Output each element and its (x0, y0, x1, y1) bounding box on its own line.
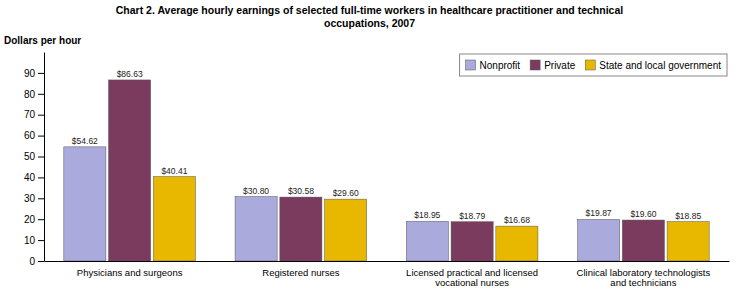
x-tick-label: Clinical laboratory technologistsand tec… (577, 267, 711, 289)
y-tick: 70 (24, 109, 44, 120)
data-label: $86.63 (117, 69, 143, 79)
y-axis: 0 10 20 30 40 50 60 70 80 90 (24, 53, 45, 267)
x-tick-label-line: Registered nurses (262, 267, 339, 278)
legend-swatch (530, 60, 540, 70)
x-tick-label: Registered nurses (262, 267, 339, 278)
data-label: $16.68 (504, 215, 530, 225)
x-tick: Clinical laboratory technologistsand tec… (577, 267, 711, 289)
title-line: Chart 2. Average hourly earnings of sele… (116, 4, 624, 16)
bar (235, 197, 277, 261)
bar-series (153, 177, 709, 261)
y-axis-title: Dollars per hour (4, 35, 81, 46)
legend-label: State and local government (599, 60, 721, 71)
bar (64, 147, 106, 261)
y-axis-line (44, 53, 45, 262)
bar-series (109, 80, 665, 261)
y-tick-mark (38, 136, 44, 137)
title-line: occupations, 2007 (324, 17, 415, 29)
y-tick-label: 40 (24, 172, 36, 183)
legend-label: Nonprofit (480, 60, 521, 71)
bar (578, 219, 620, 261)
y-tick-label: 0 (29, 256, 35, 267)
y-tick-label: 50 (24, 151, 36, 162)
y-tick-label: 90 (24, 68, 36, 79)
y-tick-label: 30 (24, 193, 36, 204)
x-axis-line (45, 261, 730, 262)
data-label: $19.60 (630, 209, 656, 219)
legend: Nonprofit Private State and local governme… (460, 54, 727, 76)
y-tick-mark (38, 198, 44, 199)
y-tick-mark (38, 219, 44, 220)
bar (280, 197, 322, 261)
legend-swatch (466, 60, 476, 70)
y-tick-label: 80 (24, 89, 36, 100)
data-labels: $54.62 $30.80 $18.95 $19.87 $86.63 $30.58 $18.… (72, 69, 702, 225)
bar (496, 226, 538, 261)
bar (406, 221, 448, 261)
data-label: $40.41 (161, 166, 187, 176)
x-tick: Registered nurses (262, 267, 339, 278)
y-tick-mark (38, 240, 44, 241)
x-tick-label-line: Clinical laboratory technologists (577, 267, 711, 278)
x-tick-label-line: and technicians (610, 277, 676, 288)
x-tick: Physicians and surgeons (77, 267, 183, 278)
y-tick: 20 (24, 214, 44, 225)
y-tick: 40 (24, 172, 44, 183)
bar (622, 220, 664, 261)
legend-item: Nonprofit (466, 60, 521, 71)
y-tick-mark (38, 94, 44, 95)
y-tick-mark (38, 177, 44, 178)
y-tick: 50 (24, 151, 44, 162)
x-tick-label: Licensed practical and licensedvocationa… (406, 267, 538, 289)
x-tick-label-line: vocational nurses (435, 277, 509, 288)
bar (451, 222, 493, 261)
x-tick-label-line: Licensed practical and licensed (406, 267, 538, 278)
legend-item: Private (530, 60, 576, 71)
x-tick: Licensed practical and licensedvocationa… (406, 267, 538, 289)
data-label: $29.60 (333, 188, 359, 198)
y-tick-label: 70 (24, 109, 36, 120)
y-tick-label: 20 (24, 214, 36, 225)
legend-frame (460, 54, 727, 76)
y-tick-mark (38, 261, 44, 262)
y-tick-label: 10 (24, 235, 36, 246)
legend-label: Private (544, 60, 576, 71)
bar (667, 222, 709, 261)
y-tick-mark (38, 157, 44, 158)
data-label: $18.79 (459, 211, 485, 221)
y-tick: 80 (24, 89, 44, 100)
y-tick: 30 (24, 193, 44, 204)
data-label: $19.87 (586, 208, 612, 218)
data-label: $30.58 (288, 186, 314, 196)
bar (325, 199, 367, 261)
chart: 0 10 20 30 40 50 60 70 80 90 Physicians and surgeo… (0, 0, 739, 299)
y-tick-mark (38, 115, 44, 116)
y-tick: 60 (24, 130, 44, 141)
data-label: $54.62 (72, 136, 98, 146)
y-tick: 0 (29, 256, 44, 267)
data-label: $30.80 (243, 186, 269, 196)
x-tick-label-line: Physicians and surgeons (77, 267, 183, 278)
x-axis: Physicians and surgeons Registered nurses… (45, 262, 730, 289)
y-tick-mark (38, 73, 44, 74)
data-label: $18.85 (675, 211, 701, 221)
legend-swatch (585, 60, 595, 70)
y-tick-label: 60 (24, 130, 36, 141)
title: Chart 2. Average hourly earnings of sele… (116, 4, 624, 29)
y-tick: 90 (24, 68, 44, 79)
y-tick: 10 (24, 235, 44, 246)
x-tick-label: Physicians and surgeons (77, 267, 183, 278)
legend-item: State and local government (585, 60, 721, 71)
bar (153, 177, 195, 261)
bar (109, 80, 151, 261)
data-label: $18.95 (414, 210, 440, 220)
bars (64, 80, 709, 261)
